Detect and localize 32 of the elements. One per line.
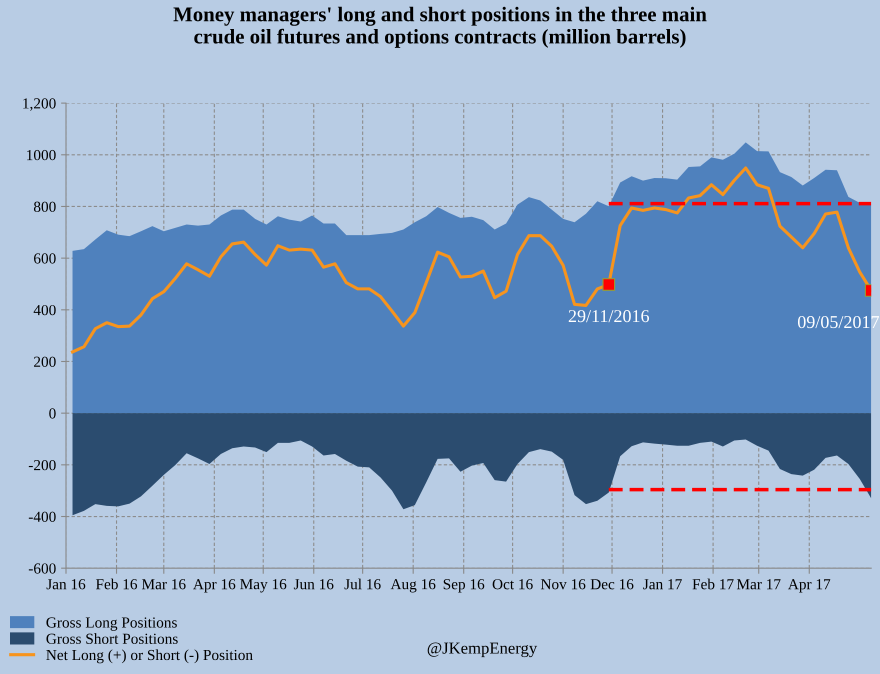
- x-tick-label: Jun 16: [294, 579, 334, 590]
- y-tick-label: -400: [28, 512, 56, 522]
- y-tick-label: 1000: [27, 150, 56, 160]
- x-tick-label: Jan 17: [643, 579, 682, 590]
- x-tick-label: May 16: [240, 579, 286, 592]
- x-tick-label: Jul 16: [344, 578, 381, 590]
- x-tick-label: Sep 16: [444, 579, 484, 592]
- x-tick-label: Mar 17: [736, 579, 781, 590]
- x-tick-label: Apr 17: [788, 579, 830, 592]
- y-tick-label: 0: [49, 408, 56, 419]
- y-tick-label: 800: [34, 202, 56, 212]
- y-tick-label: 600: [34, 253, 56, 264]
- legend-label: Gross Short Positions: [46, 633, 178, 644]
- x-tick-label: Oct 16: [492, 579, 533, 590]
- x-tick-label: Dec 16: [590, 579, 634, 590]
- x-tick-label: Feb 16: [96, 578, 138, 590]
- x-tick-label: Aug 16: [390, 579, 436, 592]
- y-tick-label: 1,200: [23, 98, 56, 111]
- x-tick-label: Feb 17: [692, 578, 734, 590]
- legend-label: Net Long (+) or Short (-) Position: [46, 649, 253, 664]
- x-tick-label: Nov 16: [540, 579, 586, 590]
- x-tick-label: Jan 16: [46, 579, 86, 590]
- x-tick-label: Mar 16: [142, 579, 186, 590]
- legend-label: Gross Long Positions: [46, 617, 177, 631]
- y-tick-label: -600: [28, 563, 56, 574]
- y-tick-label: 400: [34, 304, 56, 316]
- y-tick-label: -200: [28, 460, 56, 470]
- y-tick-label: 200: [34, 356, 56, 367]
- text: @JKempEnergy: [428, 642, 538, 658]
- annotation: 29/11/2016: [568, 310, 650, 322]
- chart-title: Money managers' long and short positions in the three main crude oil futures and options contracts (million barrels): [173, 6, 707, 48]
- x-tick-label: Apr 16: [193, 579, 236, 592]
